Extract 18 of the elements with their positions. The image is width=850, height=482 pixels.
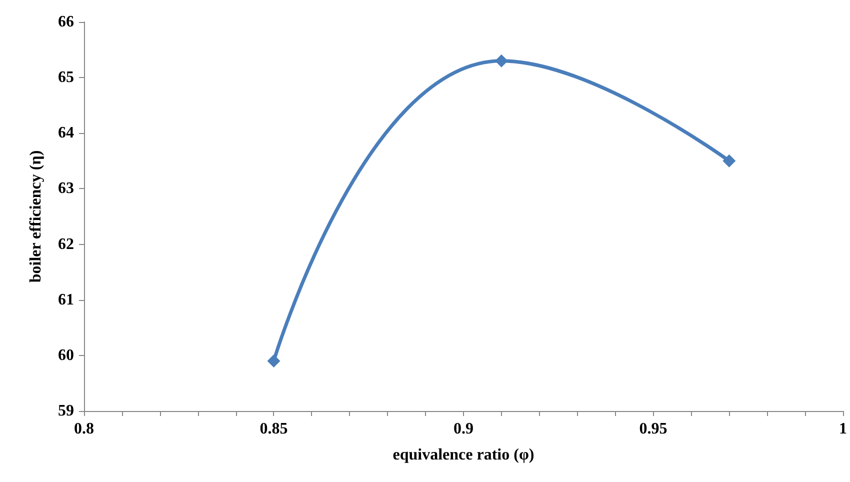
x-tick-label: 0.95 xyxy=(639,420,668,438)
y-tick-label: 65 xyxy=(58,69,74,86)
point xyxy=(494,54,508,68)
y-tick-label: 59 xyxy=(58,402,74,420)
x-tick-label: 0.85 xyxy=(260,420,288,438)
point xyxy=(722,154,736,168)
x-tick-label: 1 xyxy=(839,420,847,438)
y-tick-label: 62 xyxy=(58,236,74,253)
y-tick-label: 64 xyxy=(58,124,74,142)
x-tick-label: 0.9 xyxy=(454,420,474,438)
y-tick-label: 66 xyxy=(58,14,74,30)
y-tick-label: 61 xyxy=(58,291,74,308)
x-tick-label: 0.8 xyxy=(74,420,94,438)
y-tick-label: 63 xyxy=(58,180,74,198)
y-axis-title: boiler efficiency (η) xyxy=(28,150,44,283)
point xyxy=(267,354,280,368)
y-tick-label: 60 xyxy=(58,346,74,364)
x-axis-title: equivalence ratio (φ) xyxy=(392,446,534,464)
